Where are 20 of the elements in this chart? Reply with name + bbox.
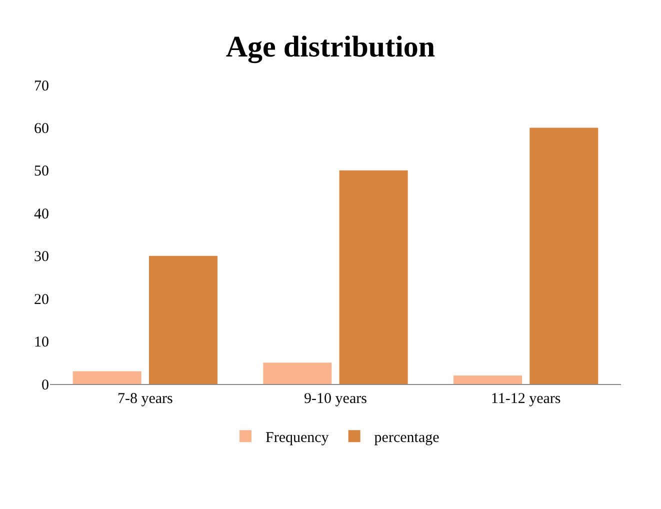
y-tick-label: 20 (34, 292, 49, 308)
legend-label: percentage (374, 430, 440, 446)
x-tick-label: 9-10 years (304, 391, 368, 407)
bar (72, 371, 142, 384)
y-tick-label: 60 (34, 120, 49, 137)
bar (530, 128, 598, 384)
bar (263, 362, 332, 384)
legend-label: Frequency (266, 430, 330, 446)
bar (339, 170, 408, 384)
chart-title: Age distribution (226, 30, 436, 64)
bar (148, 256, 218, 384)
x-tick-label: 11-12 years (490, 391, 561, 407)
x-tick-label: 7-8 years (117, 391, 174, 407)
y-tick-label: 70 (34, 78, 49, 94)
y-tick-label: 10 (34, 334, 49, 351)
y-tick-label: 50 (34, 164, 49, 180)
bar (454, 375, 522, 384)
y-tick-label: 0 (42, 377, 49, 394)
y-tick-label: 30 (34, 249, 49, 266)
y-tick-label: 40 (34, 206, 49, 222)
